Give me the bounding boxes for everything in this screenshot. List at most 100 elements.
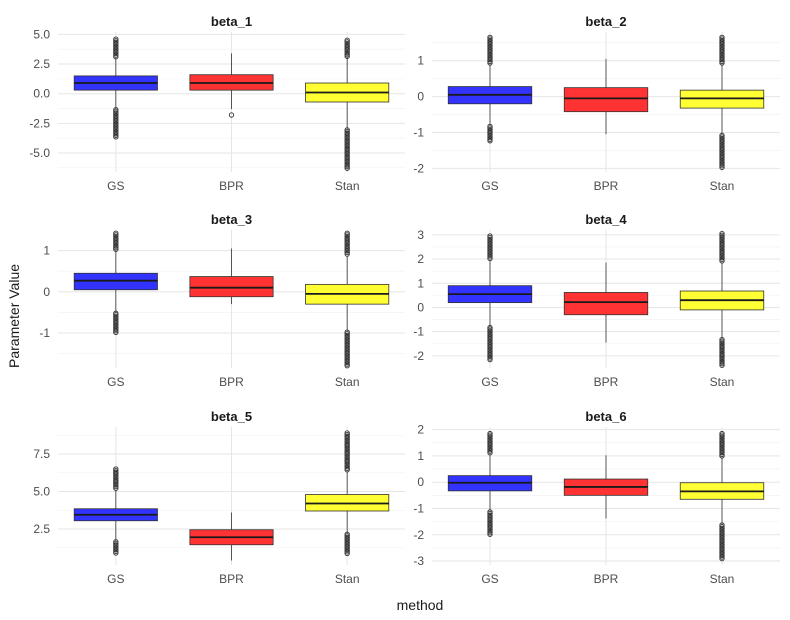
box-bpr bbox=[563, 58, 649, 135]
outlier-point-high bbox=[344, 467, 350, 473]
outlier-point-low bbox=[113, 328, 119, 334]
outlier-point-high bbox=[113, 52, 119, 58]
x-axis-label: method bbox=[397, 597, 444, 613]
y-tick-label: 0 bbox=[417, 475, 424, 489]
outlier-point-low bbox=[719, 361, 725, 367]
outlier-point-low bbox=[113, 131, 119, 137]
outlier-point-high bbox=[487, 58, 493, 65]
x-tick-label: Stan bbox=[710, 375, 735, 389]
x-tick-label: Stan bbox=[335, 572, 360, 586]
panel-beta-3: beta_3 -1 0 1 GS BPR Stan bbox=[39, 212, 405, 389]
box-stan bbox=[679, 230, 765, 368]
outlier-point-high bbox=[113, 246, 119, 252]
box-body bbox=[189, 276, 274, 298]
x-tick-label: GS bbox=[481, 572, 498, 586]
y-tick-label: -1 bbox=[39, 326, 50, 340]
outlier-point-high bbox=[344, 248, 350, 254]
panel-beta-4: beta_4 -2 -1 0 1 2 3 GS BPR Stan bbox=[413, 212, 780, 389]
panel-title: beta_6 bbox=[585, 409, 626, 424]
y-tick-label: 1 bbox=[417, 54, 424, 68]
x-tick-label: BPR bbox=[594, 179, 619, 193]
outlier-point-high bbox=[113, 482, 119, 488]
panel-beta-1: beta_1 -5.0 -2.5 0.0 2.5 5.0 GS BPR Stan bbox=[29, 14, 405, 193]
y-tick-label: 2 bbox=[417, 252, 424, 266]
outlier-point-low bbox=[487, 528, 493, 534]
outlier-point-low bbox=[344, 361, 350, 367]
outlier-point-high bbox=[487, 252, 493, 258]
panel-title: beta_1 bbox=[211, 14, 252, 29]
outlier-point-low bbox=[113, 548, 119, 554]
outlier-point-low bbox=[719, 359, 725, 365]
outlier-point-high bbox=[487, 57, 493, 63]
outlier-point-high bbox=[487, 450, 493, 456]
box-body bbox=[563, 292, 649, 316]
box-stan bbox=[305, 430, 390, 557]
outlier-point-low bbox=[487, 530, 493, 536]
outlier-point-high bbox=[344, 463, 350, 470]
y-tick-label: -5.0 bbox=[29, 146, 50, 160]
outlier-point-low bbox=[344, 547, 350, 553]
y-tick-label: 3 bbox=[417, 228, 424, 242]
panel-title: beta_3 bbox=[211, 212, 252, 227]
y-tick-label: 0 bbox=[43, 285, 50, 299]
panel-title: beta_4 bbox=[585, 212, 627, 227]
outlier-point-low bbox=[113, 550, 119, 556]
outlier-point-high bbox=[487, 255, 493, 262]
x-tick-label: Stan bbox=[710, 572, 735, 586]
outlier-point-high bbox=[344, 249, 350, 256]
x-tick-label: BPR bbox=[219, 375, 244, 389]
outlier-point-low bbox=[344, 165, 350, 171]
x-tick-label: BPR bbox=[594, 572, 619, 586]
outlier-point-high bbox=[487, 254, 493, 260]
outlier-point-high bbox=[719, 451, 725, 458]
box-stan bbox=[679, 430, 765, 562]
box-gs bbox=[447, 34, 533, 144]
outlier-point-high bbox=[344, 53, 350, 59]
outlier-point-low bbox=[113, 547, 119, 553]
outlier-point-high bbox=[719, 258, 725, 264]
y-tick-label: 5.0 bbox=[33, 485, 50, 499]
x-tick-label: BPR bbox=[594, 375, 619, 389]
box-bpr bbox=[189, 53, 274, 118]
outlier-point-high bbox=[113, 483, 119, 490]
panels-group: beta_1 -5.0 -2.5 0.0 2.5 5.0 GS BPR Stan beta_2 -2… bbox=[29, 14, 780, 586]
box-gs bbox=[447, 430, 533, 537]
outlier-point-low bbox=[487, 531, 493, 537]
outlier-point-low bbox=[487, 355, 493, 361]
outlier-point-low bbox=[344, 359, 350, 366]
box-body bbox=[563, 87, 649, 113]
outlier-point-high bbox=[719, 254, 725, 261]
y-tick-label: 5.0 bbox=[33, 27, 50, 41]
panel-title: beta_2 bbox=[585, 14, 626, 29]
x-tick-label: Stan bbox=[710, 179, 735, 193]
y-tick-label: -1 bbox=[413, 501, 424, 515]
outlier-point-high bbox=[113, 54, 119, 60]
y-tick-label: 2.5 bbox=[33, 522, 50, 536]
panel-beta-2: beta_2 -2 -1 0 1 GS BPR Stan bbox=[413, 14, 780, 193]
outlier-point-high bbox=[719, 60, 725, 66]
outlier-point-high bbox=[487, 448, 493, 454]
x-tick-label: GS bbox=[107, 179, 124, 193]
outlier-point-low bbox=[719, 163, 725, 169]
outlier-point-high bbox=[113, 485, 119, 491]
y-tick-label: -3 bbox=[413, 554, 424, 568]
box-bpr bbox=[189, 512, 274, 561]
x-tick-label: GS bbox=[481, 375, 498, 389]
outlier-point-low bbox=[719, 362, 725, 368]
y-tick-label: -1 bbox=[413, 325, 424, 339]
outlier-point-high bbox=[719, 256, 725, 262]
outlier-point-low bbox=[344, 363, 350, 369]
outlier-point-low bbox=[487, 353, 493, 360]
outlier-point-low bbox=[719, 164, 725, 171]
outlier-point-high bbox=[719, 58, 725, 65]
outlier-point-low bbox=[344, 549, 350, 555]
box-stan bbox=[679, 34, 765, 171]
box-stan bbox=[305, 37, 390, 171]
outlier-point-low bbox=[719, 161, 725, 167]
box-bpr bbox=[189, 248, 274, 305]
y-tick-label: 1 bbox=[417, 276, 424, 290]
x-tick-label: BPR bbox=[219, 572, 244, 586]
y-tick-label: 2 bbox=[417, 423, 424, 437]
outlier-point-high bbox=[344, 465, 350, 471]
